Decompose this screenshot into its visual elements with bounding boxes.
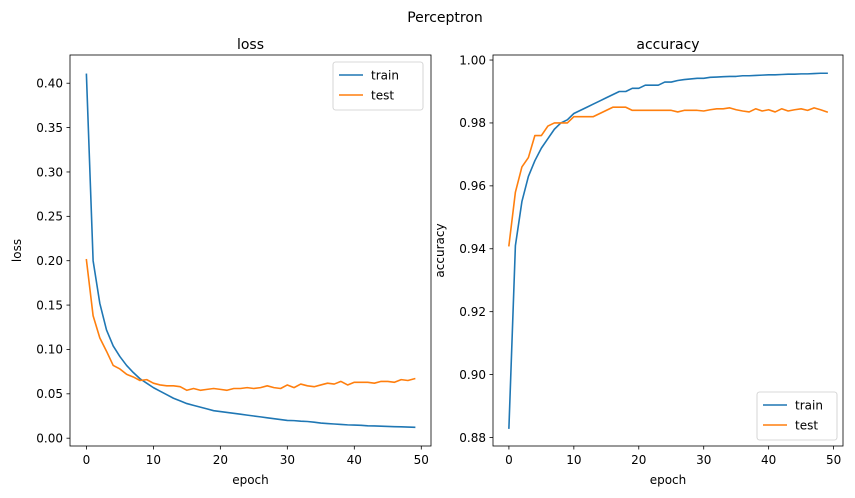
y-tick-label: 0.15: [36, 298, 63, 312]
y-tick-label: 1.00: [459, 53, 486, 67]
legend-label-train: train: [795, 398, 823, 412]
figure-suptitle: Perceptron: [407, 10, 483, 26]
y-tick-label: 0.90: [459, 368, 486, 382]
x-tick-label: 50: [826, 453, 841, 467]
legend: train test: [756, 391, 838, 441]
y-tick-label: 0.98: [459, 116, 486, 130]
x-axis-label: epoch: [232, 473, 269, 487]
y-tick-label: 0.40: [36, 77, 63, 91]
y-tick-label: 0.20: [36, 254, 63, 268]
x-tick-label: 50: [414, 453, 429, 467]
legend-label-test: test: [371, 88, 394, 102]
legend: train test: [332, 61, 424, 111]
y-tick-label: 0.96: [459, 179, 486, 193]
y-tick-label: 0.94: [459, 242, 486, 256]
series-line-test: [508, 106, 829, 247]
y-tick-label: 0.35: [36, 121, 63, 135]
axes-frame: [492, 54, 844, 447]
x-tick-label: 40: [761, 453, 776, 467]
accuracy-axes: 0 10 20 30 40 50 0.88 0.90 0.92 0.94 0.96 0.98 1.00 a…: [433, 37, 844, 487]
legend-box: [756, 391, 838, 441]
y-tick-label: 0.30: [36, 165, 63, 179]
x-tick-label: 0: [83, 453, 91, 467]
x-tick-label: 10: [566, 453, 581, 467]
x-tick-label: 20: [631, 453, 646, 467]
y-tick-label: 0.05: [36, 387, 63, 401]
y-axis-label: loss: [10, 239, 24, 262]
legend-box: [332, 61, 424, 111]
series-line-test: [85, 258, 416, 392]
y-tick-label: 0.25: [36, 210, 63, 224]
x-tick-label: 30: [280, 453, 295, 467]
loss-axes: 0 10 20 30 40 50 0.00 0.05 0.10 0.15 0.20 0.25 0.30 0…: [10, 37, 432, 487]
x-tick-label: 0: [505, 453, 513, 467]
axes-title: accuracy: [636, 37, 699, 53]
y-tick-label: 0.88: [459, 431, 486, 445]
y-tick-label: 0.10: [36, 343, 63, 357]
y-axis-label: accuracy: [433, 223, 447, 277]
x-tick-label: 20: [213, 453, 228, 467]
x-axis-label: epoch: [650, 473, 687, 487]
series-line-train: [85, 73, 416, 429]
x-tick-label: 10: [146, 453, 161, 467]
y-tick-label: 0.00: [36, 431, 63, 445]
y-tick-label: 0.92: [459, 305, 486, 319]
axes-frame: [69, 54, 432, 447]
x-tick-label: 40: [347, 453, 362, 467]
x-tick-label: 30: [696, 453, 711, 467]
legend-label-train: train: [371, 68, 399, 82]
legend-label-test: test: [795, 418, 818, 432]
axes-title: loss: [237, 37, 264, 53]
